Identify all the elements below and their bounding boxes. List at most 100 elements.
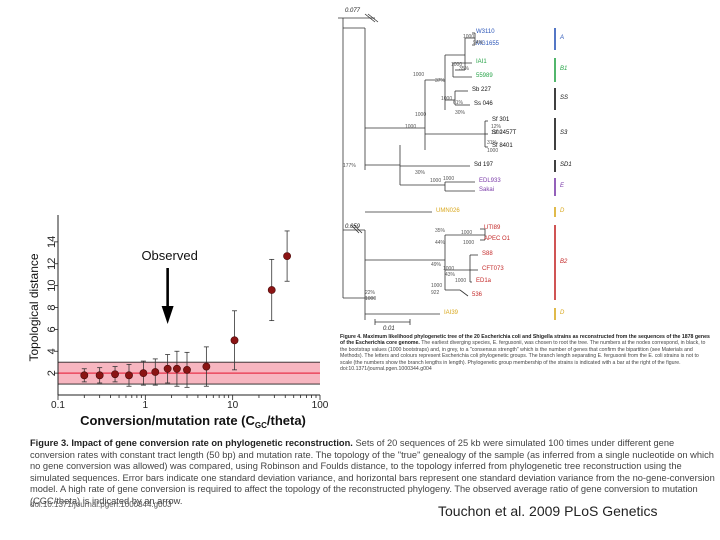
figure3-caption: Figure 3. Impact of gene conversion rate…: [30, 438, 718, 508]
tree-scale-top: 0.077: [345, 8, 361, 14]
tree-scale-bottom: 0.01: [383, 326, 395, 330]
strain-label: UTI89: [484, 225, 501, 231]
x-tick-label: 10: [227, 400, 239, 411]
group-label: B1: [560, 66, 568, 72]
bootstrap-value: 30%: [455, 110, 466, 116]
y-tick-label: 4: [46, 348, 58, 354]
figure3-caption-title: Figure 3. Impact of gene conversion rate…: [30, 438, 353, 448]
x-axis-label: Conversion/mutation rate (CGC/theta): [80, 413, 306, 430]
data-point: [230, 336, 239, 345]
tree-break-mark: [367, 13, 379, 23]
group-label: SS: [560, 95, 569, 101]
bootstrap-value: 1000: [443, 266, 455, 272]
strain-label: UMN026: [436, 208, 460, 214]
strain-label: Sakai: [479, 187, 495, 193]
bootstrap-value: 1000: [491, 130, 503, 136]
bootstrap-value: 1000: [455, 278, 467, 284]
data-point: [80, 371, 89, 380]
bootstrap-value: 1000: [487, 148, 499, 154]
bootstrap-value: 1000: [463, 34, 475, 40]
group-label: D: [560, 208, 565, 214]
data-point: [173, 364, 181, 373]
strain-label: 55989: [476, 73, 493, 79]
group-label: D: [560, 310, 565, 316]
strain-label: S88: [482, 251, 493, 257]
bootstrap-value: 1000: [405, 124, 417, 130]
strain-label: Sd 197: [474, 162, 494, 168]
bootstrap-value: 1000: [461, 230, 473, 236]
tree-caption-body: The earliest diverging species, E. fergu…: [340, 340, 706, 366]
bootstrap-value: 922: [431, 290, 440, 296]
bootstrap-value: 1000: [431, 283, 443, 289]
x-label-end: /theta): [267, 413, 306, 428]
x-tick-label: 1: [143, 400, 149, 411]
data-point: [267, 286, 276, 294]
tree-break-mark: [364, 13, 376, 23]
tree-branch: [459, 289, 469, 297]
chart-canvas: 2 4 6 8 10 12 14 0.1 1 10 100 Topological distance C…: [27, 215, 329, 430]
data-point: [111, 370, 119, 379]
y-tick-label: 2: [46, 370, 58, 376]
strain-label: IAI39: [444, 310, 459, 316]
x-tick-label: 0.1: [51, 400, 65, 411]
group-label: S3: [560, 130, 568, 136]
tree-caption-title: Figure 4. Maximum likelihood phylogeneti…: [340, 334, 710, 347]
bootstrap-value: 1000: [365, 296, 377, 302]
strain-label: Sf 8401: [492, 143, 513, 149]
bootstrap-value: 31%: [487, 140, 498, 146]
bootstrap-value: 1000: [441, 96, 453, 102]
bootstrap-value: 1000: [463, 240, 475, 246]
data-point: [139, 369, 148, 378]
bootstrap-value: 49%: [431, 262, 442, 268]
figure3-caption-body: Sets of 20 sequences of 25 kb were simul…: [30, 438, 715, 506]
strain-label: 536: [472, 292, 483, 298]
strain-label: ED1a: [476, 278, 492, 284]
strain-label: CFT073: [482, 266, 504, 272]
strain-label: Sf 301: [492, 117, 510, 123]
strain-label: EDL933: [479, 178, 501, 184]
data-point: [283, 252, 291, 260]
x-tick-label: 100: [312, 400, 329, 411]
strain-label: W3110: [476, 29, 495, 35]
bootstrap-value: 44%: [435, 240, 446, 246]
tree-break-mark: [350, 224, 360, 234]
y-axis-label: Topological distance: [27, 253, 41, 361]
strain-label: Ss 046: [474, 101, 493, 107]
x-label-main: Conversion/mutation rate (C: [80, 413, 255, 428]
bootstrap-value: 1000: [413, 72, 425, 78]
tree-caption-doi: doi:10.1371/journal.pgen.1000344.g004: [340, 366, 432, 373]
observed-arrow-head: [161, 306, 174, 324]
conversion-rate-chart: 2 4 6 8 10 12 14 0.1 1 10 100 Topological distance C…: [0, 200, 335, 440]
tree-caption: Figure 4. Maximum likelihood phylogeneti…: [340, 334, 712, 372]
x-label-sub: GC: [255, 421, 267, 430]
tree-branches: [338, 17, 488, 325]
data-point: [163, 364, 172, 373]
strain-label: MG1655: [476, 41, 500, 47]
strain-label: IAI1: [476, 59, 487, 65]
strain-label: Sf 2457T: [492, 130, 517, 136]
bootstrap-value: 94%: [473, 40, 484, 46]
y-tick-label: 14: [46, 236, 58, 248]
bootstrap-value: 61%: [453, 100, 464, 106]
observed-label: Observed: [141, 248, 197, 263]
citation-credit: Touchon et al. 2009 PLoS Genetics: [438, 503, 658, 519]
strain-label: APEC O1: [484, 236, 511, 242]
bootstrap-value: 37%: [435, 78, 446, 84]
data-point: [125, 371, 133, 380]
group-label: B2: [560, 258, 568, 265]
tree-break-mark: [353, 224, 363, 234]
y-tick-label: 12: [46, 258, 58, 270]
bootstrap-value: 35%: [459, 66, 470, 72]
data-point: [151, 368, 160, 376]
bootstrap-value: 177%: [343, 163, 356, 169]
bootstrap-value: 1000: [430, 178, 442, 184]
group-label: SD1: [560, 162, 572, 168]
bootstrap-value: 30%: [415, 170, 426, 176]
group-label: A: [560, 35, 565, 41]
data-point: [95, 371, 104, 380]
bootstrap-value: 22%: [365, 290, 376, 296]
y-tick-label: 6: [46, 326, 58, 332]
bootstrap-value: 1000: [415, 112, 427, 118]
